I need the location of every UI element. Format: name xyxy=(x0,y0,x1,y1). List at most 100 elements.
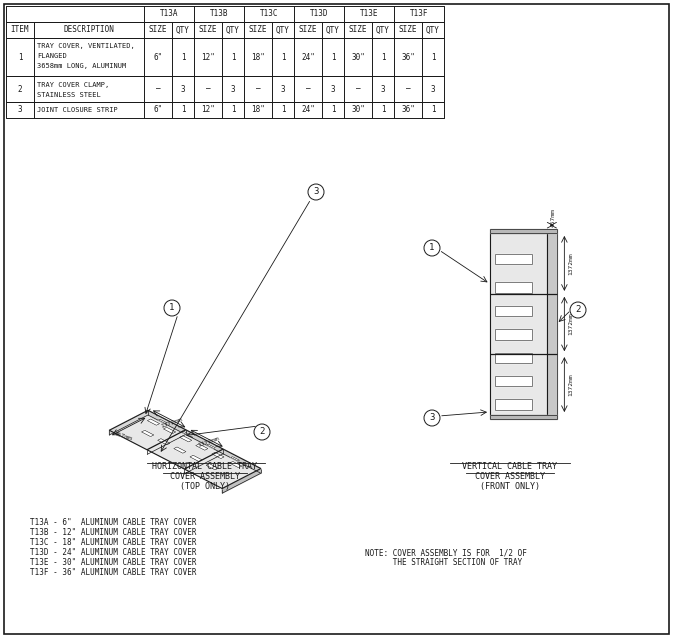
Bar xyxy=(244,76,272,102)
Bar xyxy=(372,102,394,118)
Bar xyxy=(422,102,444,118)
Text: 30": 30" xyxy=(351,105,365,114)
Bar xyxy=(322,22,344,38)
Text: DESCRIPTION: DESCRIPTION xyxy=(63,26,114,34)
Bar xyxy=(6,76,34,102)
Bar xyxy=(394,102,422,118)
Polygon shape xyxy=(212,452,224,459)
Polygon shape xyxy=(490,233,547,415)
Polygon shape xyxy=(141,430,154,436)
Text: —: — xyxy=(406,84,411,94)
Text: 457mm: 457mm xyxy=(551,208,555,227)
Text: —: — xyxy=(306,84,310,94)
Text: 36": 36" xyxy=(401,105,415,114)
Text: 2: 2 xyxy=(575,306,581,315)
Text: 457mm: 457mm xyxy=(113,431,133,441)
Text: 1372mm: 1372mm xyxy=(568,373,573,396)
Text: QTY: QTY xyxy=(326,26,340,34)
Bar xyxy=(372,76,394,102)
Text: T13A - 6"  ALUMINUM CABLE TRAY COVER: T13A - 6" ALUMINUM CABLE TRAY COVER xyxy=(30,518,197,527)
Bar xyxy=(6,6,144,22)
Text: NOTE: COVER ASSEMBLY IS FOR  1/2 OF: NOTE: COVER ASSEMBLY IS FOR 1/2 OF xyxy=(365,548,527,557)
Text: 1: 1 xyxy=(17,52,22,61)
Bar xyxy=(272,22,294,38)
Bar xyxy=(6,38,444,76)
Text: 1372mm: 1372mm xyxy=(568,313,573,335)
Text: T13F - 36" ALUMINUM CABLE TRAY COVER: T13F - 36" ALUMINUM CABLE TRAY COVER xyxy=(30,568,197,577)
Text: —: — xyxy=(356,84,360,94)
Bar xyxy=(144,102,172,118)
Polygon shape xyxy=(495,376,532,387)
Polygon shape xyxy=(147,419,160,426)
Text: 6": 6" xyxy=(153,105,163,114)
Text: —: — xyxy=(155,84,160,94)
Text: 1: 1 xyxy=(180,105,185,114)
Polygon shape xyxy=(207,444,215,449)
Polygon shape xyxy=(196,444,208,450)
Text: SIZE: SIZE xyxy=(398,26,417,34)
Bar xyxy=(194,38,222,76)
Bar xyxy=(222,102,244,118)
Bar xyxy=(422,22,444,38)
Text: 1372mm: 1372mm xyxy=(197,436,220,449)
Polygon shape xyxy=(109,410,261,489)
Polygon shape xyxy=(495,306,532,316)
Text: 1: 1 xyxy=(281,105,285,114)
Text: 1: 1 xyxy=(431,52,435,61)
Text: 3: 3 xyxy=(429,413,435,422)
Polygon shape xyxy=(222,468,261,493)
Text: 1: 1 xyxy=(231,105,236,114)
Bar xyxy=(222,76,244,102)
Bar xyxy=(194,6,244,22)
Polygon shape xyxy=(490,229,557,233)
Text: JOINT CLOSURE STRIP: JOINT CLOSURE STRIP xyxy=(37,107,118,113)
Bar xyxy=(272,76,294,102)
Text: T13D - 24" ALUMINUM CABLE TRAY COVER: T13D - 24" ALUMINUM CABLE TRAY COVER xyxy=(30,548,197,557)
Text: —: — xyxy=(206,84,210,94)
Polygon shape xyxy=(181,431,190,435)
Text: 3: 3 xyxy=(314,188,319,197)
Bar xyxy=(222,38,244,76)
Polygon shape xyxy=(547,233,557,415)
Text: 3: 3 xyxy=(231,84,236,94)
Polygon shape xyxy=(495,353,532,363)
Bar xyxy=(372,38,394,76)
Text: QTY: QTY xyxy=(276,26,290,34)
Text: T13B: T13B xyxy=(210,10,228,19)
Polygon shape xyxy=(157,438,170,445)
Text: 1: 1 xyxy=(381,52,386,61)
Text: 18": 18" xyxy=(251,52,265,61)
Bar xyxy=(6,22,444,38)
Bar xyxy=(6,102,34,118)
Text: 6": 6" xyxy=(153,52,163,61)
Text: 3: 3 xyxy=(180,84,185,94)
Bar xyxy=(34,102,144,118)
Bar xyxy=(222,22,244,38)
Bar xyxy=(144,22,172,38)
Bar xyxy=(344,76,372,102)
Text: 3: 3 xyxy=(17,105,22,114)
Text: COVER ASSEMBLY: COVER ASSEMBLY xyxy=(475,472,545,481)
Bar xyxy=(344,102,372,118)
Bar xyxy=(144,6,194,22)
Text: SIZE: SIZE xyxy=(199,26,217,34)
Bar xyxy=(394,6,444,22)
Text: ITEM: ITEM xyxy=(11,26,29,34)
Text: 1: 1 xyxy=(381,105,386,114)
Text: QTY: QTY xyxy=(176,26,190,34)
Bar xyxy=(272,102,294,118)
Text: 12": 12" xyxy=(201,52,215,61)
Bar xyxy=(422,76,444,102)
Text: T13A: T13A xyxy=(160,10,178,19)
Polygon shape xyxy=(148,410,261,473)
Text: TRAY COVER, VENTILATED,: TRAY COVER, VENTILATED, xyxy=(37,43,135,49)
Text: (TOP ONLY): (TOP ONLY) xyxy=(180,482,230,491)
Bar xyxy=(272,38,294,76)
Bar xyxy=(344,6,394,22)
Bar xyxy=(6,38,34,76)
Polygon shape xyxy=(206,464,218,470)
Polygon shape xyxy=(190,456,202,461)
Text: 3: 3 xyxy=(281,84,285,94)
Bar xyxy=(244,38,272,76)
Polygon shape xyxy=(174,447,186,453)
